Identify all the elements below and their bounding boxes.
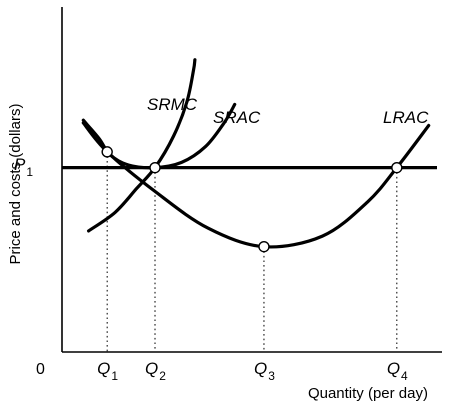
- marked-point-2: [149, 161, 161, 174]
- curve-srmc: [87, 58, 197, 233]
- marked-point-3: [258, 240, 270, 253]
- q4-label: Q4: [387, 359, 408, 383]
- x-axis-title: Quantity (per day): [308, 385, 428, 402]
- price-label: P1: [14, 155, 33, 179]
- q2-label: Q2: [145, 359, 166, 383]
- quantity-guides: [106, 151, 398, 352]
- q3-label-sub: 3: [268, 369, 275, 383]
- marked-points: [101, 146, 403, 253]
- srac-label: SRAC: [213, 108, 261, 127]
- srmc-label: SRMC: [147, 95, 198, 114]
- price-label-sub: 1: [26, 165, 33, 179]
- quantity-labels: Q1 Q2 Q3 Q4: [97, 359, 408, 383]
- cost-curves: [81, 58, 431, 249]
- q1-label-main: Q: [97, 359, 110, 378]
- q1-label-sub: 1: [111, 369, 118, 383]
- q4-label-main: Q: [387, 359, 400, 378]
- q3-label: Q3: [254, 359, 275, 383]
- q4-label-sub: 4: [401, 369, 408, 383]
- q3-label-main: Q: [254, 359, 267, 378]
- origin-label: 0: [36, 361, 45, 378]
- q2-label-main: Q: [145, 359, 158, 378]
- lrac-label: LRAC: [383, 108, 429, 127]
- q1-label: Q1: [97, 359, 118, 383]
- q2-label-sub: 2: [159, 369, 166, 383]
- y-axis-title: Price and costs (dollars): [7, 104, 24, 265]
- marked-point-1: [101, 146, 113, 158]
- marked-point-4: [391, 161, 403, 174]
- curve-lrac: [81, 121, 431, 249]
- price-label-main: P: [14, 155, 26, 174]
